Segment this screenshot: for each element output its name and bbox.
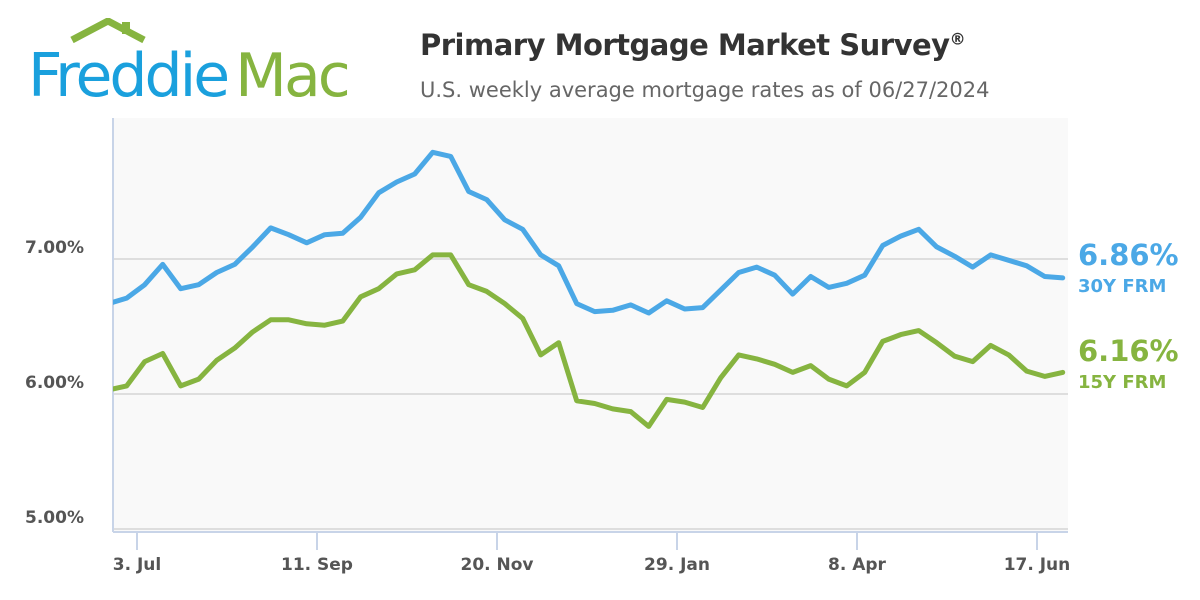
y-tick-label: 5.00%	[25, 508, 84, 528]
chimney-icon	[122, 22, 130, 34]
latest-30y-value: 6.86%	[1078, 238, 1179, 272]
chart-title: Primary Mortgage Market Survey®	[420, 28, 966, 62]
chart-subtitle: U.S. weekly average mortgage rates as of…	[420, 78, 990, 102]
y-tick-label: 7.00%	[25, 238, 84, 258]
series-label-30y: 30Y FRM	[1078, 276, 1167, 297]
house-roof-icon	[70, 18, 146, 44]
x-tick-label: 17. Jun	[1004, 555, 1071, 575]
plot-area	[113, 118, 1068, 532]
series-line-30y	[113, 149, 1066, 316]
x-tick-label: 8. Apr	[828, 555, 887, 575]
freddie-mac-logo: Freddie Mac	[28, 18, 351, 108]
series-line-15y	[113, 252, 1066, 429]
x-tick-label: 29. Jan	[644, 555, 710, 575]
x-tick-label: 20. Nov	[460, 555, 533, 575]
latest-15y-value: 6.16%	[1078, 334, 1179, 368]
x-tick-label: 3. Jul	[113, 555, 161, 575]
series-label-15y: 15Y FRM	[1078, 372, 1167, 393]
x-tick-label: 11. Sep	[281, 555, 353, 575]
y-tick-label: 6.00%	[25, 373, 84, 393]
